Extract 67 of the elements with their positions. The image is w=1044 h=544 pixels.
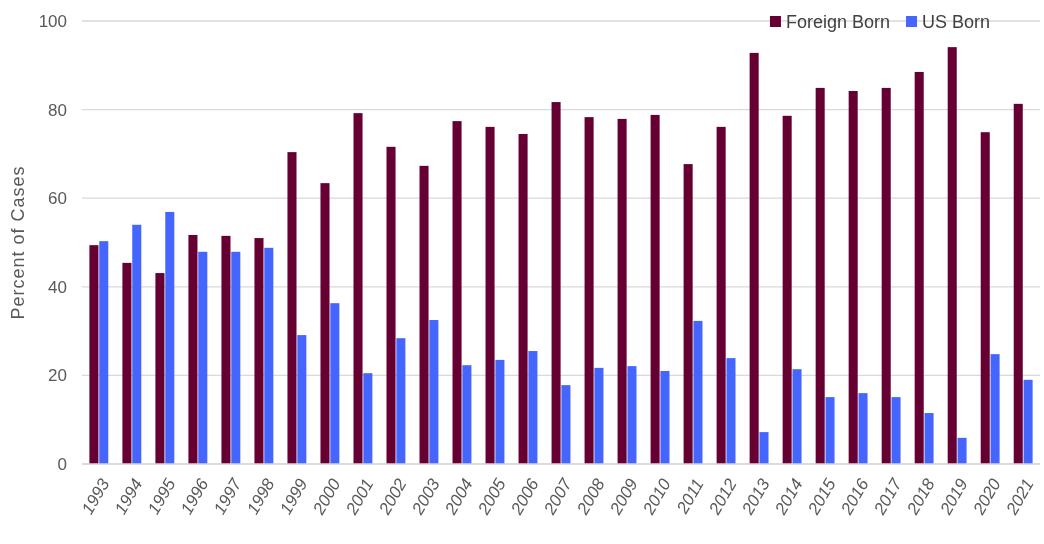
bar (485, 126, 495, 464)
bar (858, 393, 868, 464)
bar (396, 338, 406, 464)
bar (617, 118, 627, 464)
bar (891, 397, 901, 464)
bar (924, 413, 934, 464)
bar (495, 359, 505, 464)
bar (660, 370, 670, 464)
bar (594, 367, 604, 464)
bar (132, 224, 142, 464)
bar (627, 366, 637, 464)
bar (980, 132, 990, 464)
bar (584, 117, 594, 464)
bar (914, 71, 924, 464)
bar (815, 87, 825, 464)
bar (353, 113, 363, 464)
bar (419, 165, 429, 464)
y-tick-label: 20 (48, 366, 67, 386)
bar (165, 211, 175, 464)
bar (1023, 379, 1033, 464)
bar (320, 183, 330, 464)
bar (825, 397, 835, 464)
bar (330, 303, 340, 464)
y-tick-label: 0 (57, 454, 67, 474)
bar (693, 320, 703, 464)
bar (221, 235, 231, 464)
bar (188, 234, 198, 464)
bar (386, 146, 396, 464)
y-tick-label: 80 (48, 100, 67, 120)
legend-label: US Born (922, 12, 991, 33)
bar (155, 273, 165, 464)
bar (551, 102, 561, 464)
bar (947, 47, 957, 464)
bar (429, 320, 439, 464)
bar (749, 52, 759, 464)
bar (683, 164, 693, 464)
bar (726, 358, 736, 464)
bar (1013, 103, 1023, 464)
bar (297, 335, 307, 464)
bar (287, 152, 297, 464)
y-tick-label: 100 (38, 11, 67, 31)
y-tick-label: 40 (48, 277, 67, 297)
bar (561, 385, 571, 464)
bar (792, 369, 802, 464)
bar (782, 115, 792, 464)
bar (122, 262, 132, 464)
bar (363, 373, 373, 464)
bar (528, 351, 538, 464)
y-axis-title: Percent of Cases (8, 165, 28, 320)
bar (254, 238, 264, 464)
bar (264, 247, 274, 464)
bar (99, 241, 109, 464)
bar (650, 114, 660, 464)
bar (462, 365, 472, 464)
bar (716, 126, 726, 464)
bar (198, 251, 208, 464)
bar (89, 245, 99, 464)
y-tick-label: 60 (48, 189, 67, 209)
bar (759, 432, 769, 464)
legend-label: Foreign Born (785, 12, 891, 33)
bar (231, 251, 241, 464)
bar (518, 133, 528, 464)
bar (957, 437, 967, 464)
bar (881, 87, 891, 464)
bar (990, 354, 1000, 464)
bar (452, 121, 462, 464)
bar (848, 90, 858, 464)
